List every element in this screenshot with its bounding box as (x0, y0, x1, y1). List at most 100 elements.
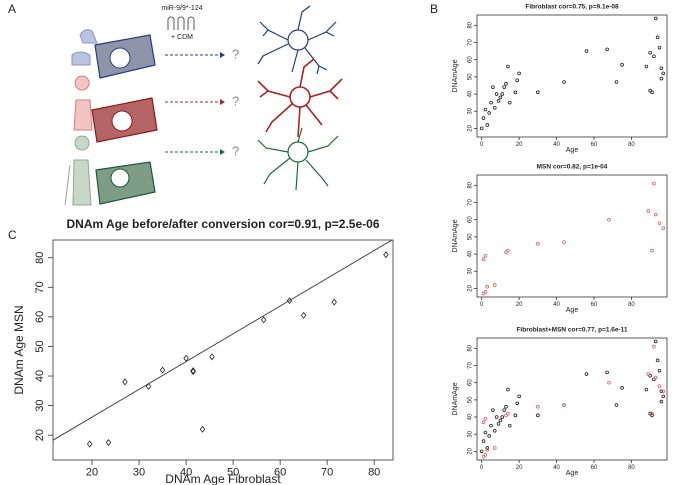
y-tick-label: 70 (467, 38, 473, 45)
x-axis-label: Age (566, 470, 579, 477)
point (487, 111, 491, 115)
point (491, 85, 495, 89)
point (652, 181, 656, 186)
chart-title: Fibroblast cor=0.75, p=9.1e-08 (525, 4, 619, 11)
nucleus (111, 110, 133, 132)
diagram: miR-9/9*-124 + CDM ? ? ? (64, 5, 343, 206)
outcome: ? (232, 93, 239, 108)
y-axis-label: DNAmAge (452, 382, 459, 415)
x-tick-label: 20 (86, 467, 98, 479)
point (650, 248, 654, 253)
point (562, 80, 566, 84)
point (485, 284, 490, 289)
point (614, 403, 619, 407)
point (507, 423, 512, 428)
point (648, 51, 652, 55)
y-tick-label: 80 (467, 21, 473, 28)
x-tick-label: 0 (480, 142, 484, 148)
neuron (257, 58, 343, 138)
y-axis-label: DNAmAge (452, 219, 459, 252)
point (496, 422, 501, 426)
y-tick-label: 30 (467, 267, 473, 274)
point (483, 430, 488, 435)
x-tick-label: 60 (591, 465, 598, 471)
arrow-head (220, 52, 225, 58)
y-axis-label: DNAm Age MSN (12, 305, 26, 394)
x-tick-label: 80 (628, 302, 635, 308)
y-tick-label: 20 (467, 284, 473, 291)
point (483, 416, 488, 421)
y-tick-label: 70 (467, 198, 473, 205)
point (614, 80, 619, 84)
y-tick-label: 60 (467, 56, 473, 63)
point (605, 47, 609, 52)
point (607, 380, 611, 385)
point (515, 78, 520, 83)
plot-frame (52, 239, 394, 461)
point (562, 403, 566, 407)
point (504, 81, 508, 86)
point (506, 387, 510, 392)
y-tick-label: 60 (34, 311, 46, 323)
x-tick-label: 40 (553, 465, 560, 471)
y-tick-label: 70 (467, 361, 473, 368)
medium-label: + CDM (171, 34, 193, 41)
point (661, 389, 666, 394)
point (479, 449, 484, 454)
x-tick-label: 40 (180, 467, 192, 479)
x-axis-label: Age (566, 147, 579, 154)
panel-label: C (8, 228, 17, 242)
x-tick-label: 20 (516, 465, 523, 471)
x-tick-label: 40 (553, 142, 560, 148)
point (496, 99, 501, 103)
point (209, 353, 215, 361)
point (653, 375, 658, 380)
outcome: ? (232, 143, 239, 158)
point (494, 92, 499, 96)
y-tick-label: 30 (467, 430, 473, 437)
point (646, 209, 651, 213)
y-tick-label: 20 (467, 124, 473, 131)
x-tick-label: 0 (480, 302, 484, 308)
point (483, 453, 488, 457)
chart-title: DNAm Age before/after conversion cor=0.9… (66, 217, 379, 231)
point (584, 372, 589, 376)
point (653, 212, 658, 217)
x-tick-label: 60 (591, 142, 598, 148)
point (481, 420, 486, 424)
point (652, 344, 656, 349)
point (620, 63, 624, 67)
donor-icon (73, 75, 93, 131)
point (483, 253, 488, 258)
point (605, 370, 609, 375)
point (489, 423, 493, 428)
point (653, 16, 658, 21)
point (492, 105, 497, 110)
point (479, 126, 484, 131)
point (536, 241, 540, 246)
y-tick-label: 20 (34, 429, 46, 441)
point (481, 439, 486, 443)
plot-frame (476, 14, 668, 138)
x-tick-label: 40 (553, 302, 560, 308)
x-tick-label: 60 (591, 302, 598, 308)
point (183, 354, 189, 362)
point (515, 401, 520, 406)
point (485, 123, 490, 127)
point (517, 71, 521, 76)
y-tick-label: 20 (467, 447, 473, 454)
point (650, 90, 654, 95)
point (659, 66, 664, 71)
neuron (257, 127, 339, 191)
y-tick-label: 50 (467, 396, 473, 403)
point (331, 298, 337, 306)
point (507, 100, 512, 105)
y-tick-label: 60 (467, 216, 473, 223)
point (492, 428, 497, 433)
y-tick-label: 80 (34, 252, 46, 264)
donor-icon (71, 29, 98, 66)
trend-line (53, 240, 393, 441)
point (652, 54, 656, 59)
point (650, 413, 654, 418)
